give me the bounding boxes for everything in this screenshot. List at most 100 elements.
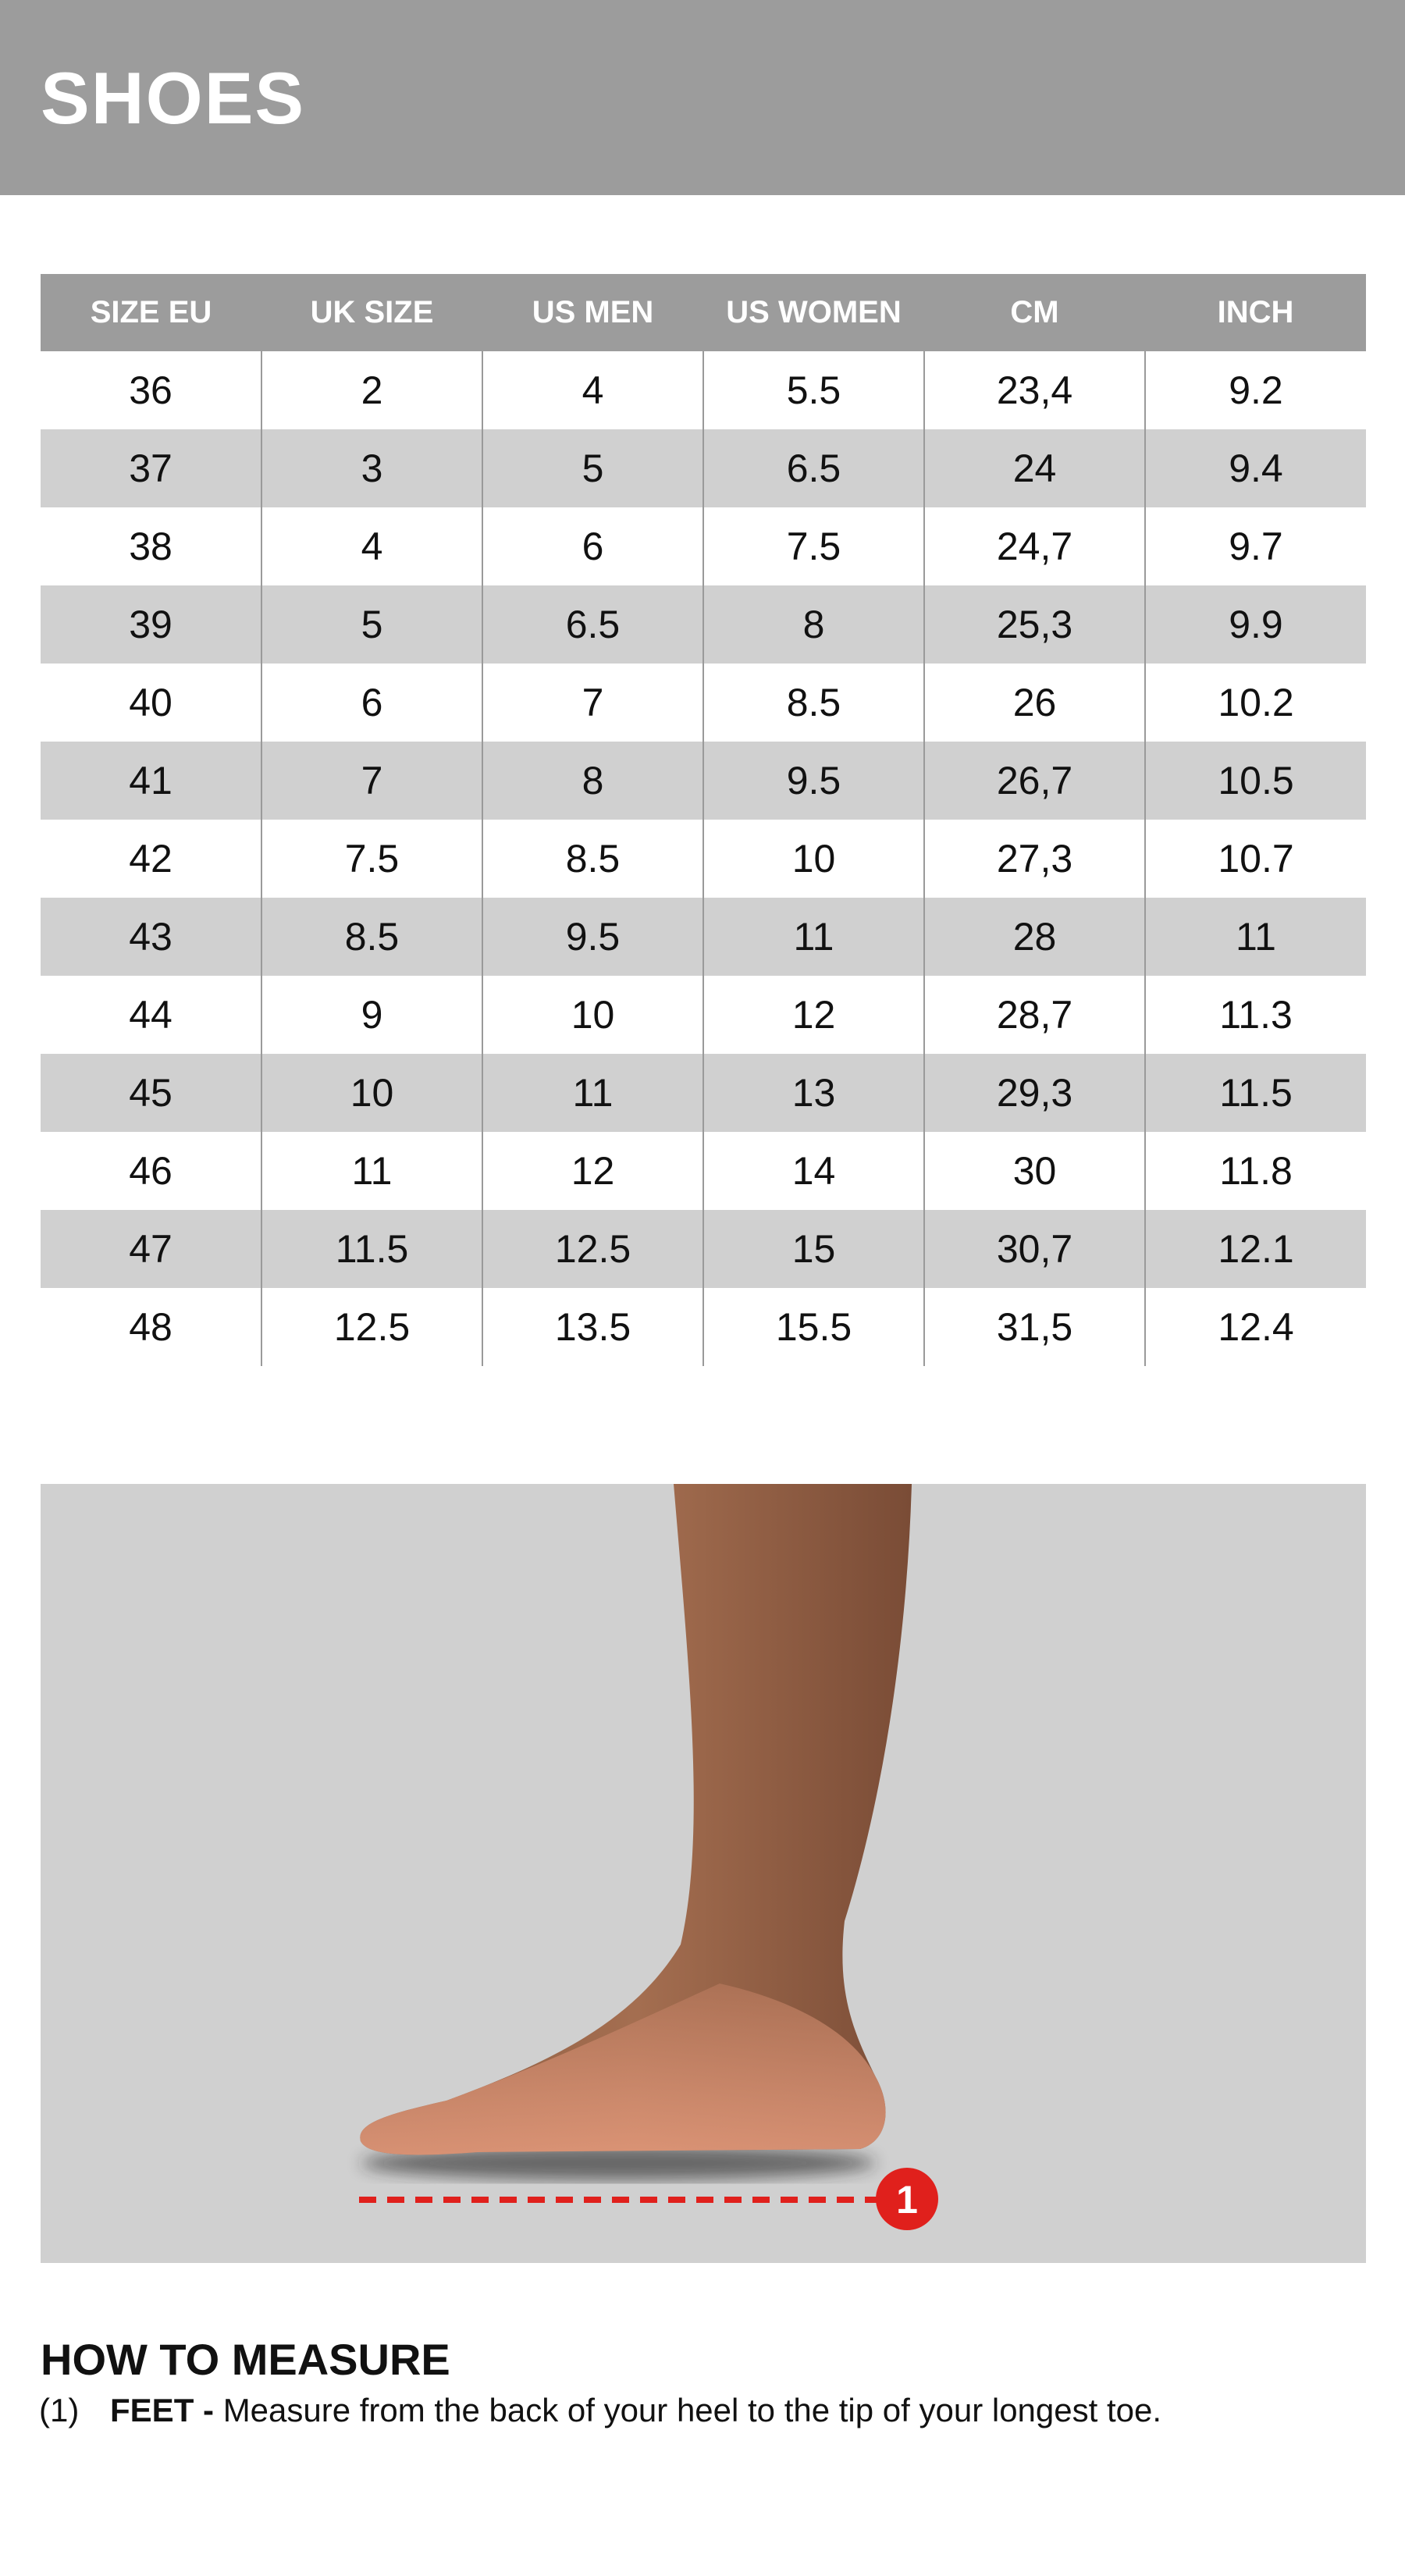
table-row: 40 6 7 8.5 26 10.2	[41, 664, 1366, 742]
step-text: Measure from the back of your heel to th…	[222, 2392, 1162, 2428]
table-cell: 28,7	[923, 976, 1145, 1054]
table-cell: 11.3	[1144, 976, 1366, 1054]
table-cell: 31,5	[923, 1288, 1145, 1366]
table-cell: 13.5	[482, 1288, 703, 1366]
table-cell: 2	[261, 351, 482, 429]
table-cell: 8.5	[482, 820, 703, 898]
leg-shape	[360, 1484, 912, 2155]
table-cell: 26	[923, 664, 1145, 742]
table-cell: 39	[41, 585, 261, 664]
table-cell: 38	[129, 525, 173, 568]
column-header: CM	[924, 274, 1145, 351]
how-to-measure-heading: HOW TO MEASURE	[41, 2335, 450, 2384]
page-header: SHOES	[0, 0, 1405, 195]
table-row: 37 3 5 6.5 24 9.4	[41, 429, 1366, 507]
table-cell: 12.1	[1144, 1210, 1366, 1288]
table-cell: 10	[482, 976, 703, 1054]
table-cell: 15.5	[702, 1288, 924, 1366]
table-cell: 6.5	[702, 429, 924, 507]
table-cell: 46	[129, 1149, 173, 1193]
table-row: 38 4 6 7.5 24,7 9.7	[41, 507, 1366, 585]
table-row: 42 7.5 8.5 10 27,3 10.7	[41, 820, 1366, 898]
table-cell: 10.2	[1144, 664, 1366, 742]
page-title: SHOES	[41, 57, 306, 139]
table-cell: 8	[482, 742, 703, 820]
table-cell: 7	[482, 664, 703, 742]
table-row: 46 11 12 14 30 11.8	[41, 1132, 1366, 1210]
table-cell: 5	[261, 585, 482, 664]
table-cell: 11	[482, 1054, 703, 1132]
table-cell: 12	[702, 976, 924, 1054]
table-cell: 6.5	[482, 585, 703, 664]
table-cell: 9.9	[1144, 585, 1366, 664]
table-cell: 12.5	[261, 1288, 482, 1366]
table-cell: 5	[482, 429, 703, 507]
table-row: 47 11.5 12.5 15 30,7 12.1	[41, 1210, 1366, 1288]
table-cell: 9.5	[482, 898, 703, 976]
table-cell: 47	[41, 1210, 261, 1288]
table-cell: 37	[41, 429, 261, 507]
marker-label: 1	[896, 2178, 918, 2222]
table-cell: 9	[261, 976, 482, 1054]
foot-shadow	[361, 2146, 876, 2180]
table-cell: 6	[482, 507, 703, 585]
table-cell: 13	[702, 1054, 924, 1132]
table-cell: 10	[261, 1054, 482, 1132]
step-number: (1)	[39, 2392, 80, 2428]
table-cell: 11	[702, 898, 924, 976]
table-cell: 45	[41, 1054, 261, 1132]
column-header: UK SIZE	[261, 274, 482, 351]
table-cell: 11	[1144, 898, 1366, 976]
table-cell: 40	[129, 681, 173, 724]
table-cell: 30	[923, 1132, 1145, 1210]
table-cell: 26,7	[923, 742, 1145, 820]
table-row: 44 9 10 12 28,7 11.3	[41, 976, 1366, 1054]
table-cell: 43	[41, 898, 261, 976]
table-cell: 44	[129, 993, 173, 1037]
table-cell: 9.2	[1144, 351, 1366, 429]
table-cell: 10	[702, 820, 924, 898]
column-header: US MEN	[482, 274, 703, 351]
table-cell: 15	[702, 1210, 924, 1288]
measure-step-feet: (1) FEET - Measure from the back of your…	[39, 2392, 1161, 2429]
table-cell: 6	[261, 664, 482, 742]
table-cell: 7.5	[702, 507, 924, 585]
table-cell: 7	[261, 742, 482, 820]
leg-foot-image: 1	[359, 1484, 938, 2230]
foot-measure-illustration: 1	[41, 1484, 1366, 2263]
table-cell: 41	[41, 742, 261, 820]
table-cell: 10.5	[1144, 742, 1366, 820]
table-row: 39 5 6.5 8 25,3 9.9	[41, 585, 1366, 664]
table-cell: 8	[702, 585, 924, 664]
table-cell: 30,7	[923, 1210, 1145, 1288]
table-cell: 9.7	[1144, 507, 1366, 585]
table-cell: 11.8	[1144, 1132, 1366, 1210]
table-cell: 42	[129, 837, 173, 881]
table-cell: 14	[702, 1132, 924, 1210]
column-header: INCH	[1145, 274, 1366, 351]
table-cell: 8.5	[261, 898, 482, 976]
column-header: SIZE EU	[41, 274, 261, 351]
table-cell: 23,4	[923, 351, 1145, 429]
table-cell: 11	[261, 1132, 482, 1210]
table-cell: 3	[261, 429, 482, 507]
table-cell: 9.4	[1144, 429, 1366, 507]
table-row: 41 7 8 9.5 26,7 10.5	[41, 742, 1366, 820]
table-cell: 36	[129, 368, 173, 412]
table-cell: 48	[129, 1305, 173, 1349]
table-header-row: SIZE EU UK SIZE US MEN US WOMEN CM INCH	[41, 274, 1366, 351]
table-cell: 8.5	[702, 664, 924, 742]
size-chart-table: SIZE EU UK SIZE US MEN US WOMEN CM INCH 36 2 4 5…	[41, 274, 1366, 1366]
marker-1-icon	[876, 2168, 938, 2230]
table-cell: 4	[482, 351, 703, 429]
table-cell: 4	[261, 507, 482, 585]
table-cell: 25,3	[923, 585, 1145, 664]
table-row: 45 10 11 13 29,3 11.5	[41, 1054, 1366, 1132]
foot-shape	[360, 1984, 886, 2155]
table-cell: 5.5	[702, 351, 924, 429]
table-cell: 12.4	[1144, 1288, 1366, 1366]
table-row: 48 12.5 13.5 15.5 31,5 12.4	[41, 1288, 1366, 1366]
table-cell: 9.5	[702, 742, 924, 820]
table-cell: 24	[923, 429, 1145, 507]
table-cell: 29,3	[923, 1054, 1145, 1132]
